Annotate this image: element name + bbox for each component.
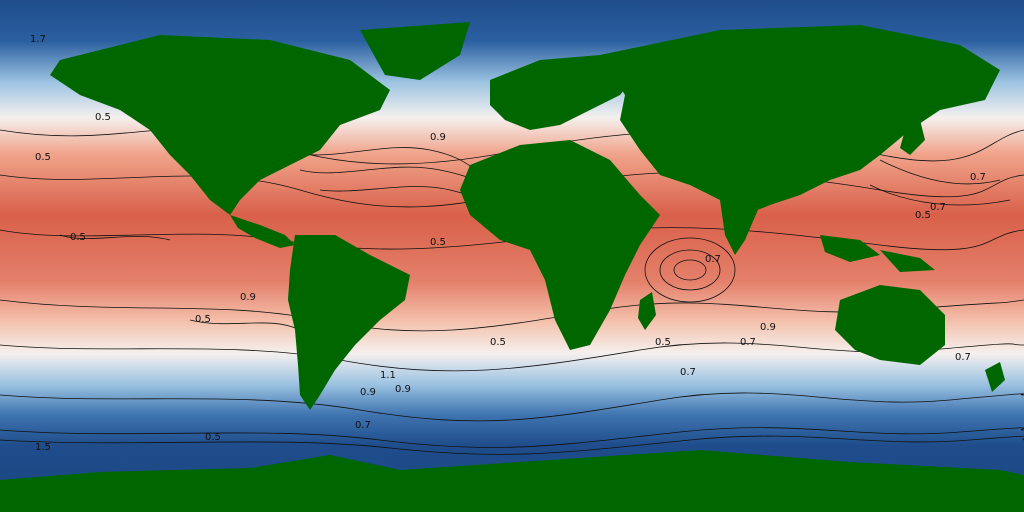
contour-label: 0.5 [70,232,86,243]
contour-label: 0.5 [490,337,506,348]
contour-label: 0.7 [705,254,721,265]
contour-label: 0.9 [360,387,376,398]
contour-label: 0.9 [395,384,411,395]
contour-label: 0.5 [95,112,111,123]
contour-label: 1.5 [35,442,51,453]
contour-label: 0.5 [430,237,446,248]
contour-label: 0.5 [205,432,221,443]
contour-label: 0.7 [680,367,696,378]
contour-label: 0.5 [915,210,931,221]
contour-label: 0.5 [35,152,51,163]
land-mass [0,22,1024,512]
contour-label: 1.1 [380,370,396,381]
contour-label-group: 0.5 0.5 0.5 0.5 0.9 0.9 0.9 0.7 0.7 0.7 … [30,34,986,453]
contour-label: 0.9 [240,292,256,303]
contour-label: 0.7 [970,172,986,183]
contour-label: 0.7 [930,202,946,213]
contour-label: 0.5 [655,337,671,348]
contour-label: 0.9 [760,322,776,333]
contour-label: 0.7 [955,352,971,363]
contour-label: 0.9 [430,132,446,143]
contour-label: 0.7 [740,337,756,348]
contour-label: 0.7 [355,420,371,431]
contour-label: 1.7 [30,34,46,45]
contour-label: 0.5 [195,314,211,325]
